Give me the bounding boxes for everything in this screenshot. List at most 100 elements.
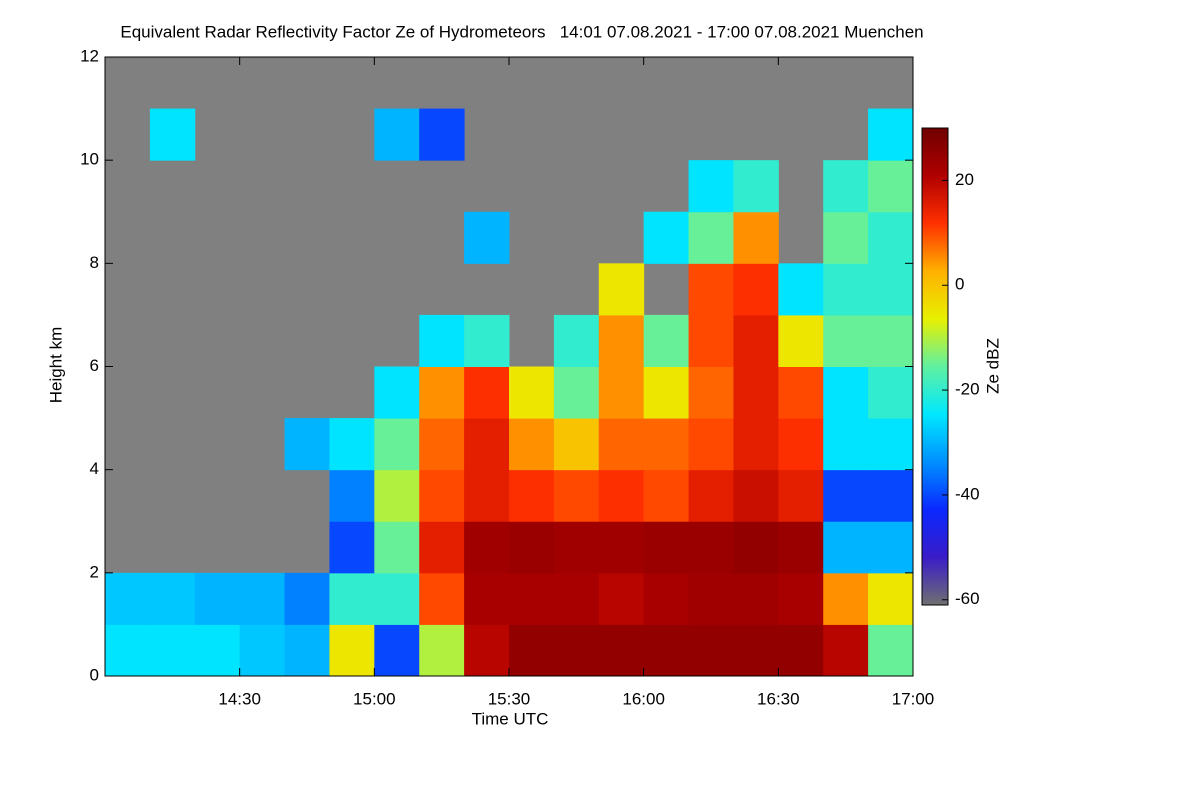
heatmap-cell [778, 469, 824, 522]
y-tick-label: 8 [90, 253, 99, 272]
heatmap-cell [464, 624, 510, 676]
heatmap-cell [733, 314, 779, 367]
heatmap-cell [688, 211, 734, 264]
heatmap-cell [419, 572, 465, 625]
heatmap-cell [329, 469, 375, 522]
heatmap-cell [374, 418, 420, 471]
heatmap-cell [598, 624, 645, 676]
heatmap-cell [823, 211, 869, 264]
heatmap-cell [823, 521, 869, 574]
heatmap-cell [598, 418, 645, 471]
heatmap-cell [598, 314, 645, 367]
heatmap-cell [778, 572, 824, 625]
heatmap-cell [329, 572, 375, 625]
heatmap-cell [868, 314, 913, 367]
heatmap-cell [149, 624, 196, 676]
heatmap-cell [733, 624, 779, 676]
heatmap-cell [194, 572, 241, 625]
heatmap-cell [284, 572, 330, 625]
heatmap-cell [868, 108, 913, 161]
heatmap-cell [868, 366, 913, 419]
heatmap-cell [419, 314, 465, 367]
heatmap-cell [464, 521, 510, 574]
heatmap-cell [688, 624, 734, 676]
heatmap-cell [149, 572, 196, 625]
heatmap-cell [419, 108, 465, 161]
x-axis-label: Time UTC [472, 709, 549, 728]
heatmap-cell [823, 418, 869, 471]
heatmap-cell [823, 314, 869, 367]
heatmap-cell [509, 418, 555, 471]
heatmap-cell [509, 366, 555, 419]
heatmap-cell [553, 314, 600, 367]
heatmap-cell [105, 572, 151, 625]
heatmap-cell [733, 263, 779, 316]
x-tick-label: 16:00 [622, 689, 665, 708]
heatmap-cell [778, 263, 824, 316]
heatmap-cell [733, 469, 779, 522]
heatmap-cell [464, 211, 510, 264]
heatmap-cell [868, 263, 913, 316]
heatmap-cell [643, 418, 690, 471]
heatmap-cell [778, 366, 824, 419]
heatmap-cell [464, 366, 510, 419]
heatmap-cell [823, 160, 869, 213]
heatmap-cell [688, 418, 734, 471]
heatmap-cell [149, 108, 196, 161]
heatmap-cell [374, 469, 420, 522]
heatmap-cell [329, 521, 375, 574]
heatmap-cell [778, 314, 824, 367]
heatmap-cell [329, 418, 375, 471]
y-tick-label: 6 [90, 356, 99, 375]
colorbar-label: Ze dBZ [983, 338, 1002, 394]
heatmap [105, 108, 913, 676]
heatmap-cell [464, 572, 510, 625]
heatmap-cell [823, 469, 869, 522]
heatmap-cell [778, 624, 824, 676]
heatmap-cell [553, 521, 600, 574]
heatmap-cell [823, 263, 869, 316]
heatmap-cell [553, 624, 600, 676]
heatmap-cell [553, 418, 600, 471]
heatmap-cell [419, 469, 465, 522]
heatmap-cell [553, 366, 600, 419]
heatmap-cell [643, 211, 690, 264]
heatmap-cell [598, 366, 645, 419]
heatmap-cell [464, 418, 510, 471]
heatmap-cell [643, 366, 690, 419]
heatmap-cell [868, 211, 913, 264]
y-tick-label: 4 [90, 459, 99, 478]
heatmap-cell [374, 521, 420, 574]
y-axis-label: Height km [46, 327, 65, 404]
heatmap-cell [329, 624, 375, 676]
colorbar-tick-label: -60 [955, 589, 980, 608]
heatmap-cell [643, 572, 690, 625]
heatmap-cell [733, 572, 779, 625]
heatmap-cell [374, 108, 420, 161]
y-tick-label: 10 [80, 150, 99, 169]
heatmap-cell [284, 624, 330, 676]
chart-title: Equivalent Radar Reflectivity Factor Ze … [120, 22, 923, 41]
heatmap-cell [733, 366, 779, 419]
heatmap-cell [598, 572, 645, 625]
y-tick-label: 2 [90, 562, 99, 581]
heatmap-cell [823, 366, 869, 419]
y-tick-label: 0 [90, 665, 99, 684]
heatmap-cell [105, 624, 151, 676]
heatmap-cell [509, 572, 555, 625]
heatmap-cell [733, 160, 779, 213]
heatmap-cell [419, 366, 465, 419]
heatmap-cell [688, 314, 734, 367]
heatmap-cell [239, 624, 286, 676]
heatmap-cell [688, 572, 734, 625]
heatmap-cell [374, 624, 420, 676]
heatmap-cell [598, 521, 645, 574]
heatmap-cell [643, 624, 690, 676]
heatmap-cell [778, 418, 824, 471]
x-tick-label: 15:30 [488, 689, 531, 708]
x-tick-label: 15:00 [353, 689, 396, 708]
heatmap-cell [688, 366, 734, 419]
heatmap-cell [868, 521, 913, 574]
heatmap-cell [509, 624, 555, 676]
